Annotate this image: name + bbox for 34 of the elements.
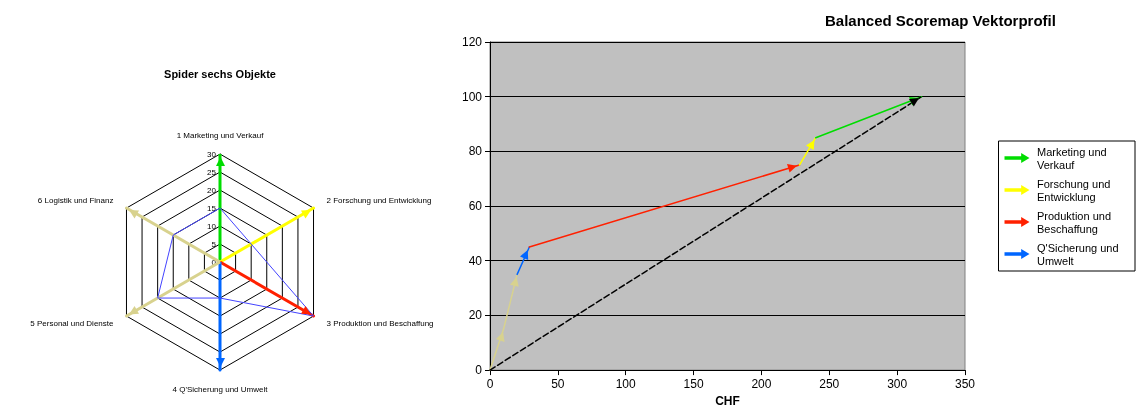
y-tick-label: 0 xyxy=(475,363,483,378)
x-axis-title: CHF xyxy=(715,394,740,408)
y-tick-label: 40 xyxy=(468,253,483,268)
legend-label: Forschung und Entwicklung xyxy=(1037,177,1114,203)
spoke-label: 6 Logistik und Finanz xyxy=(37,196,114,206)
y-tick-label: 5 xyxy=(211,239,217,249)
y-tick-label: 120 xyxy=(461,35,483,49)
legend-label: Produktion und Beschaffung xyxy=(1037,209,1115,235)
chart-title: Balanced Scoremap Vektorprofil xyxy=(825,12,1056,29)
x-tick-label: 0 xyxy=(486,377,494,392)
legend-label: Q'Sicherung und Umwelt xyxy=(1037,241,1122,267)
x-tick-label: 150 xyxy=(683,377,704,392)
x-tick-label: 350 xyxy=(954,377,976,392)
x-tick-label: 250 xyxy=(819,377,840,392)
spoke-label: 3 Produktion und Beschaffung xyxy=(326,319,434,329)
y-tick-label: 60 xyxy=(468,199,483,214)
y-tick-label: 20 xyxy=(207,185,217,195)
y-tick-label: 80 xyxy=(468,144,483,159)
legend-label: Marketing und Verkauf xyxy=(1037,145,1110,171)
y-tick-label: 10 xyxy=(207,221,217,231)
spoke-label: 5 Personal und Dienste xyxy=(30,319,115,329)
spoke-label: 1 Marketing und Verkauf xyxy=(176,130,265,140)
x-tick-label: 300 xyxy=(887,377,908,392)
y-tick-label: 30 xyxy=(207,149,217,159)
x-tick-label: 100 xyxy=(615,377,637,392)
spoke-label: 2 Forschung und Entwicklung xyxy=(326,196,432,206)
spoke-label: 4 Q'Sicherung und Umwelt xyxy=(172,384,269,394)
x-tick-label: 200 xyxy=(751,377,772,392)
chart-title: Spider sechs Objekte xyxy=(164,67,276,80)
y-tick-label: 20 xyxy=(468,308,483,323)
y-tick-label: 25 xyxy=(207,167,217,177)
y-tick-label: 100 xyxy=(461,89,483,104)
y-tick-label: 15 xyxy=(207,203,217,213)
x-tick-label: 50 xyxy=(551,377,565,392)
